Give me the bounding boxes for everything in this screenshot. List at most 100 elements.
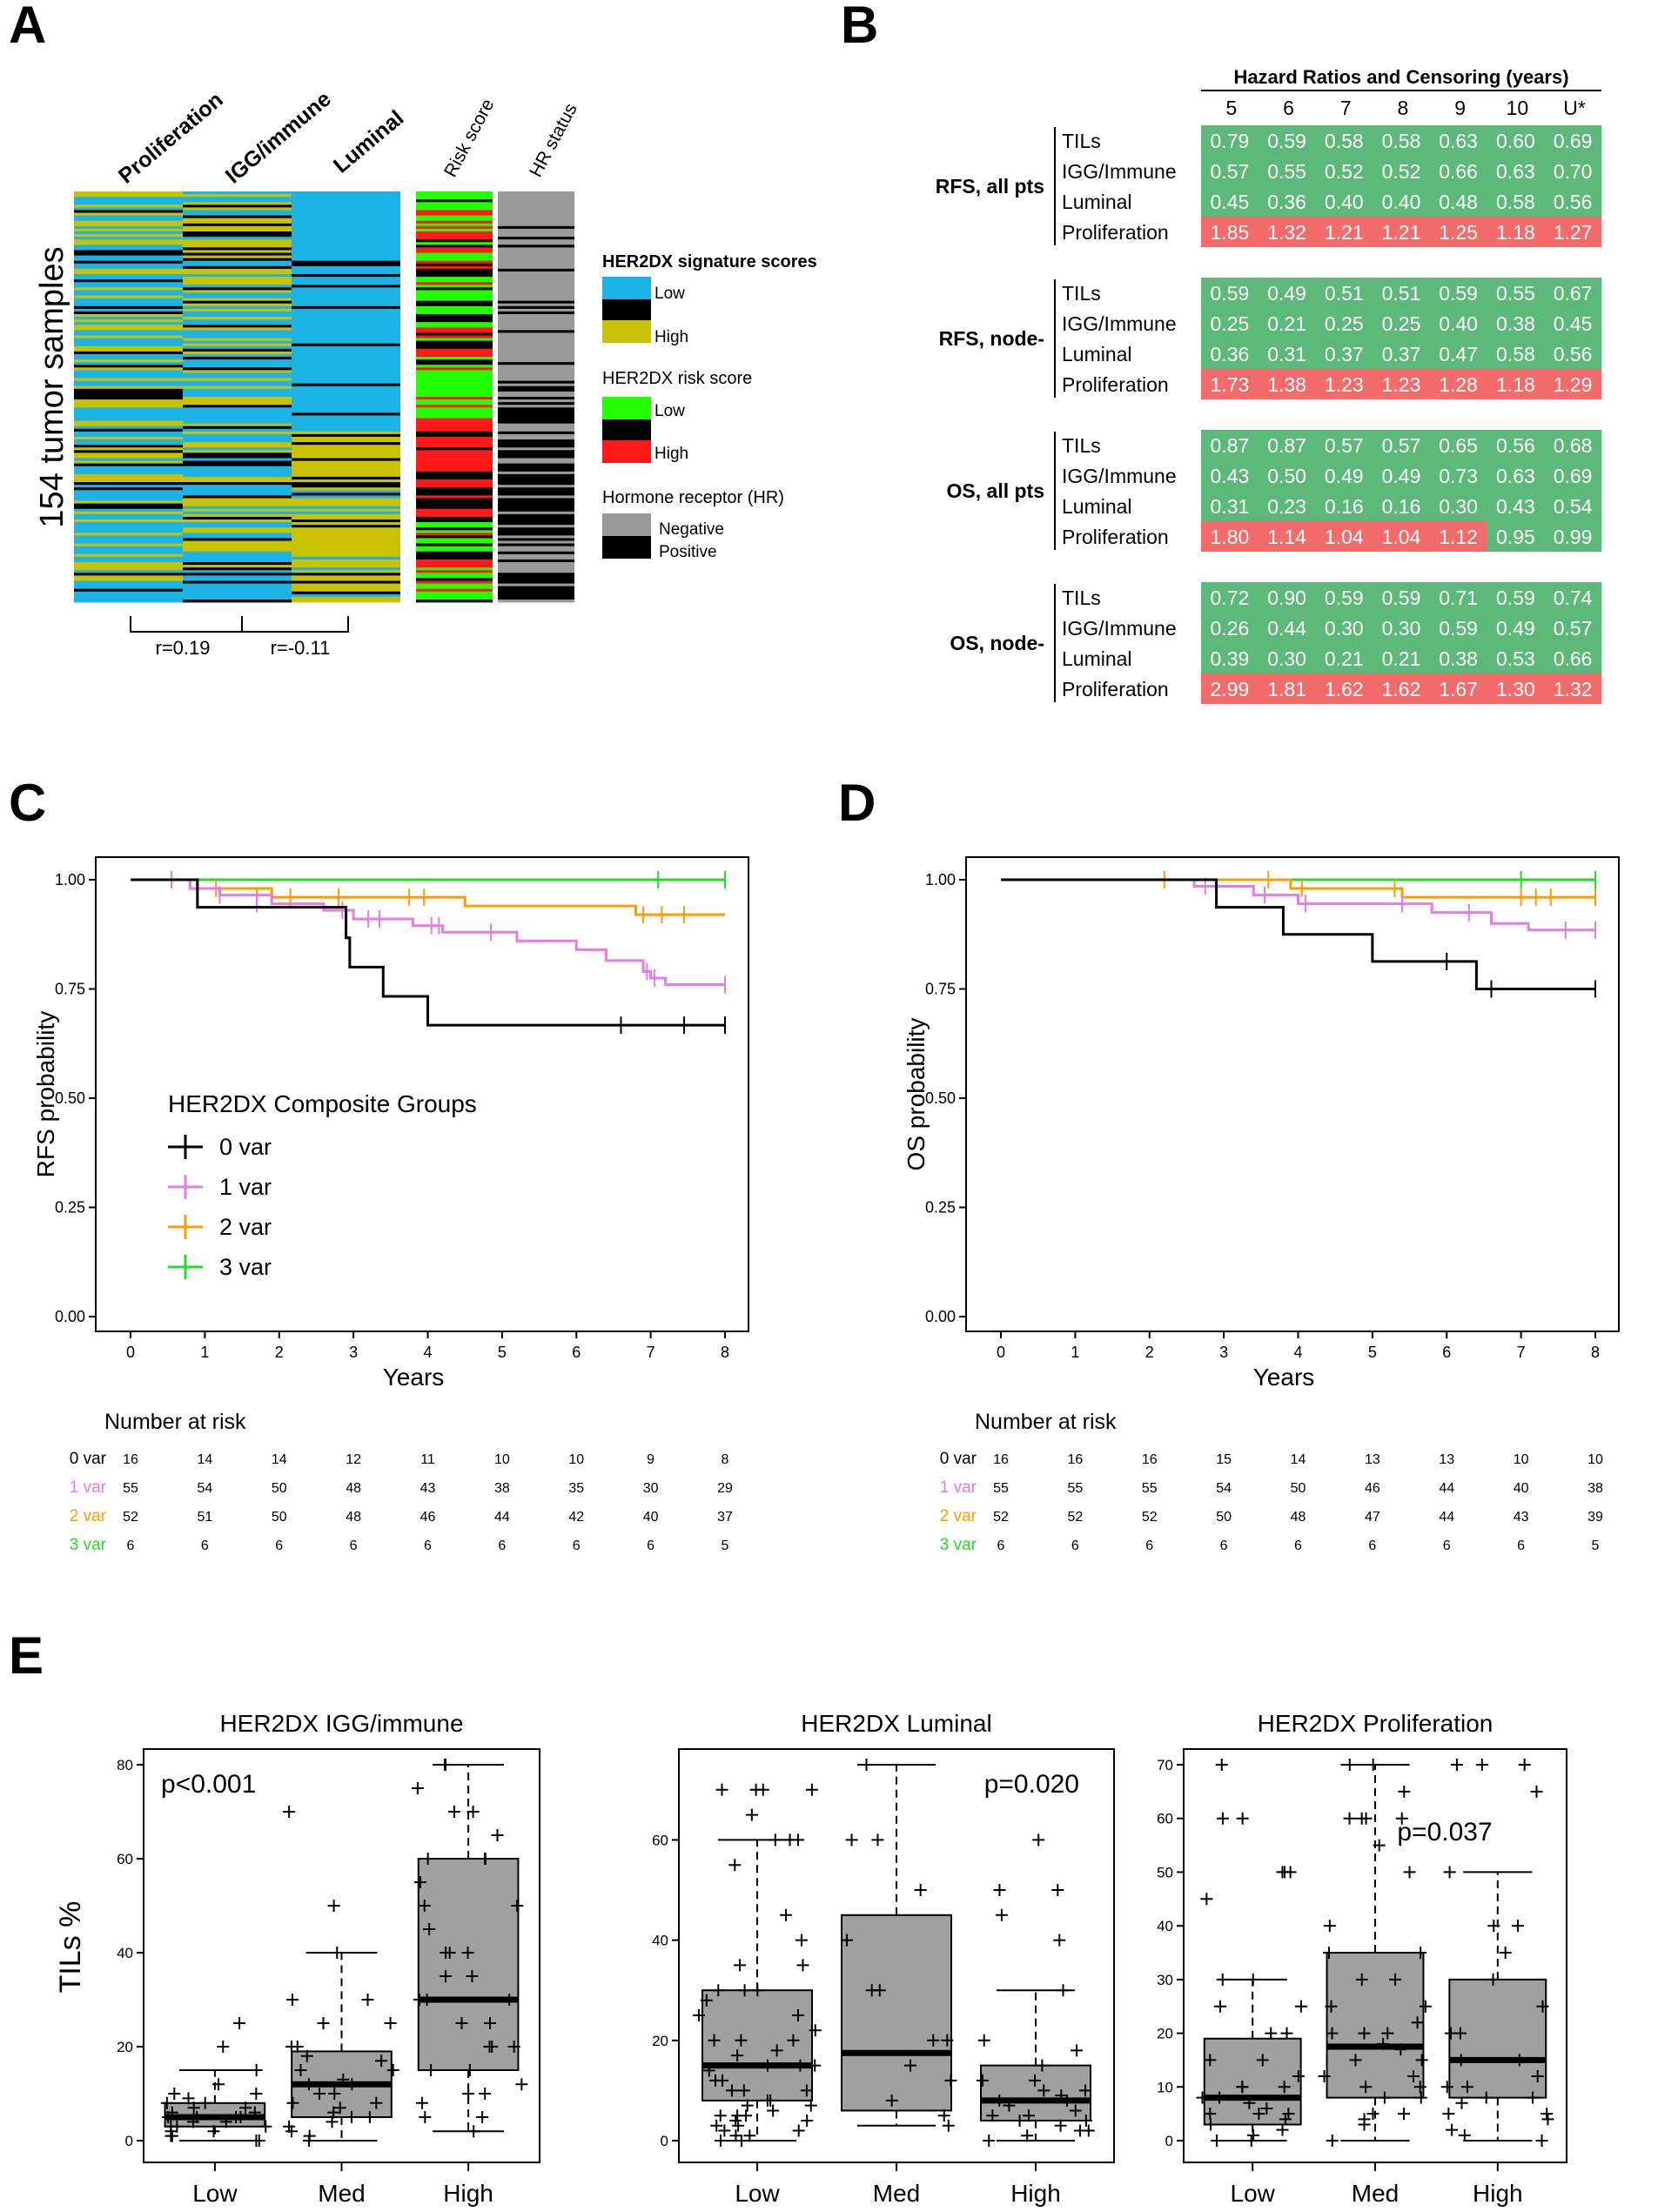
- heatmap-cell: [416, 223, 493, 227]
- box-point: [384, 2017, 397, 2029]
- heatmap-cell: [74, 202, 183, 205]
- heatmap-cell: [416, 271, 493, 275]
- hr-cell-value: 0.38: [1496, 312, 1535, 335]
- box-point: [745, 1808, 758, 1821]
- box-point: [443, 1947, 456, 1959]
- heatmap-cell: [183, 228, 292, 232]
- hr-cell-bg: [1487, 521, 1545, 552]
- box-point: [1200, 1893, 1213, 1906]
- box-point: [507, 2041, 520, 2053]
- box-point: [1460, 2081, 1473, 2094]
- heatmap-cell: [292, 516, 400, 520]
- heatmap-cell: [292, 530, 400, 533]
- box-point: [415, 2096, 428, 2109]
- heatmap-cell: [183, 385, 292, 390]
- box-point: [1395, 1812, 1408, 1825]
- heatmap-cell: [498, 468, 574, 473]
- heatmap-cell: [292, 319, 400, 323]
- hr-cell-value: 0.71: [1439, 587, 1478, 609]
- heatmap-cell: [183, 418, 292, 421]
- heatmap-cell: [498, 533, 574, 536]
- risk-table-cell: 6: [1368, 1538, 1376, 1553]
- heatmap-cell: [292, 271, 400, 275]
- risk-table-cell: 10: [1588, 1452, 1603, 1467]
- box-point: [425, 2064, 438, 2076]
- heatmap-cell: [498, 228, 574, 232]
- heatmap-cell: [183, 543, 292, 547]
- heatmap-cell: [416, 274, 493, 278]
- hr-cell-bg: [1429, 430, 1487, 460]
- box-point: [885, 2094, 898, 2107]
- hr-cell-value: 0.59: [1211, 282, 1250, 305]
- box-point: [327, 2106, 340, 2119]
- km-xtick-label: 8: [721, 1344, 729, 1361]
- hr-cell-bg: [1373, 369, 1431, 399]
- heatmap-cell: [292, 343, 400, 347]
- heatmap-cell: [183, 271, 292, 275]
- box-point: [1358, 2027, 1371, 2040]
- heatmap-cell: [292, 580, 400, 584]
- box-point: [363, 2111, 376, 2123]
- box-point: [993, 1884, 1006, 1896]
- risk-table-cell: 43: [1514, 1510, 1529, 1525]
- heatmap-cell: [498, 482, 574, 486]
- hr-cell-value: 0.54: [1554, 495, 1593, 518]
- heatmap-cell: [74, 468, 183, 473]
- box-point: [250, 2135, 263, 2147]
- box-point: [1278, 2081, 1291, 2094]
- heatmap-cell: [416, 420, 493, 425]
- hr-cell-bg: [1315, 217, 1373, 247]
- heatmap-cell: [498, 345, 574, 350]
- heatmap-cell: [416, 535, 493, 539]
- heatmap-cell: [498, 493, 574, 496]
- heatmap-cell: [292, 348, 400, 352]
- panel-label-d: D: [838, 774, 876, 832]
- hr-col-header: 10: [1507, 97, 1529, 119]
- heatmap-cell: [74, 482, 183, 486]
- heatmap-cell: [292, 426, 400, 430]
- heatmap-cell: [74, 263, 183, 267]
- heatmap-cell: [416, 495, 493, 499]
- heatmap-cell: [74, 282, 183, 285]
- hr-cell-value: 0.45: [1554, 312, 1593, 335]
- heatmap-cell: [183, 513, 292, 518]
- heatmap-cell: [292, 298, 400, 302]
- hr-col-header: 5: [1225, 97, 1237, 119]
- heatmap-cell: [74, 556, 183, 560]
- heatmap-cell: [416, 332, 493, 336]
- heatmap-cell: [292, 268, 400, 272]
- heatmap-cell: [74, 450, 183, 453]
- hr-cell-value: 1.21: [1325, 221, 1364, 244]
- heatmap-cell: [292, 543, 400, 547]
- heatmap-cell: [416, 460, 493, 465]
- box-point: [212, 2078, 225, 2091]
- heatmap-cell: [416, 487, 493, 491]
- box-iqr: [1326, 1952, 1425, 2099]
- heatmap-cell: [498, 353, 574, 358]
- heatmap-cell: [74, 570, 183, 573]
- box-point: [1531, 2069, 1544, 2082]
- heatmap-cell: [74, 372, 183, 376]
- heatmap-cell: [416, 583, 493, 587]
- risk-table-cell: 11: [420, 1452, 435, 1467]
- heatmap-cell: [498, 428, 574, 432]
- box-point: [871, 1833, 884, 1847]
- heatmap-cell: [183, 535, 292, 539]
- box-point: [692, 2009, 705, 2021]
- heatmap-cell: [183, 204, 292, 208]
- heatmap-cell: [292, 228, 400, 232]
- heatmap-cell: [498, 548, 574, 553]
- hr-cell-bg: [1258, 308, 1316, 339]
- heatmap-cell: [292, 522, 400, 526]
- heatmap-cell: [416, 525, 493, 528]
- heatmap-cell: [74, 311, 183, 315]
- heatmap-cell: [74, 348, 183, 352]
- hr-cell-value: 0.37: [1382, 343, 1421, 365]
- km-ytick-label: 0.25: [55, 1199, 85, 1217]
- heatmap-cell: [183, 420, 292, 425]
- box-point: [728, 1859, 742, 1872]
- legend-sig-high: High: [654, 328, 688, 346]
- hr-cell-value: 0.21: [1267, 312, 1306, 335]
- heatmap-cell: [416, 255, 493, 259]
- hr-cell-bg: [1258, 491, 1316, 521]
